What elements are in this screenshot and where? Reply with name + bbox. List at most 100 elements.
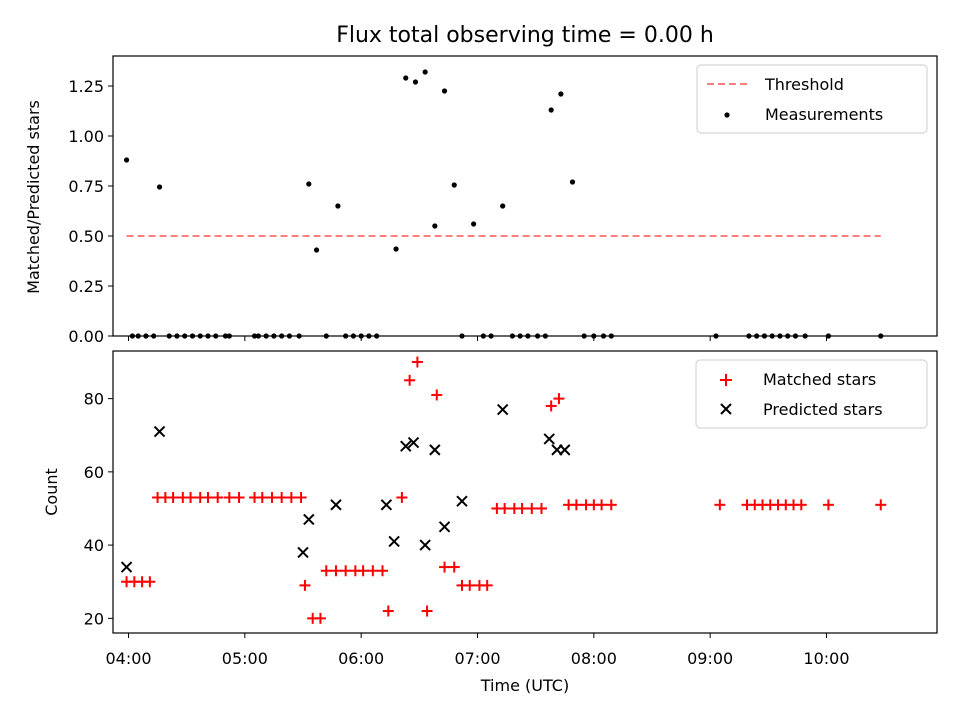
predicted-star-point: [496, 403, 509, 416]
top-y-tick-label: 0.75: [68, 177, 104, 196]
matched-star-point: [144, 576, 156, 588]
legend-threshold-label: Threshold: [764, 75, 844, 94]
matched-star-point: [367, 565, 379, 577]
legend-matched-label: Matched stars: [763, 370, 876, 389]
matched-star-point: [714, 499, 726, 511]
bottom-legend: Matched stars Predicted stars: [695, 359, 928, 429]
matched-star-point: [285, 491, 297, 503]
x-tick-label: 10:00: [803, 649, 849, 668]
matched-star-point: [421, 605, 433, 617]
matched-star-point: [499, 502, 511, 514]
bottom-plot-area: [120, 356, 887, 624]
measurement-point: [558, 91, 564, 97]
measurement-point: [156, 184, 163, 190]
x-tick-label: 05:00: [222, 649, 268, 668]
matched-star-point: [795, 499, 807, 511]
predicted-star-point: [407, 436, 420, 449]
matched-star-point: [357, 565, 369, 577]
predicted-star-point: [303, 513, 315, 526]
measurement-point: [432, 223, 438, 229]
matched-star-point: [875, 499, 887, 511]
measurement-point: [393, 246, 399, 252]
predicted-star-point: [456, 495, 468, 507]
predicted-star-point: [388, 535, 400, 548]
top-plot-area: [123, 69, 884, 339]
matched-star-point: [605, 499, 617, 511]
bottom-axes-frame: [112, 350, 938, 634]
matched-star-point: [295, 491, 307, 503]
matched-star-point: [299, 579, 311, 591]
bottom-x-axis: 04:00 05:00 06:00 07:00 08:00 09:00 10:00: [105, 633, 850, 668]
top-legend-frame: [696, 64, 928, 134]
measurement-point: [123, 157, 130, 163]
measurement-point: [403, 75, 409, 81]
measurement-point: [412, 79, 419, 85]
measurement-point: [548, 107, 554, 113]
measurement-point: [569, 179, 576, 185]
legend-measurements-swatch: [724, 112, 730, 118]
matched-star-point: [411, 356, 423, 368]
matched-star-point: [202, 491, 214, 503]
matched-star-point: [545, 400, 557, 412]
matched-star-point: [256, 491, 268, 503]
predicted-star-point: [380, 499, 393, 511]
matched-star-point: [376, 565, 388, 577]
predicted-star-point: [153, 425, 166, 438]
top-legend: Threshold Measurements: [696, 64, 928, 134]
top-axes-frame: [112, 55, 938, 337]
matched-star-point: [314, 612, 326, 624]
x-tick-label: 08:00: [571, 649, 617, 668]
bottom-y-axis: 20 40 60 80: [84, 390, 113, 628]
predicted-star-point: [400, 440, 412, 452]
measurement-point: [313, 247, 320, 253]
x-tick-label: 07:00: [454, 649, 500, 668]
legend-predicted-swatch: [720, 403, 732, 415]
matched-star-point: [481, 579, 493, 591]
predicted-star-point: [438, 521, 451, 533]
x-tick-label: 04:00: [105, 649, 151, 668]
measurement-point: [335, 203, 341, 209]
measurement-point: [451, 182, 457, 188]
matched-star-point: [535, 502, 547, 514]
matched-star-point: [340, 565, 352, 577]
top-y-tick-label: 1.00: [68, 127, 104, 146]
matched-star-point: [526, 502, 538, 514]
bottom-y-tick-label: 40: [84, 536, 104, 555]
measurement-point: [441, 88, 448, 94]
matched-star-point: [233, 491, 245, 503]
top-y-tick-label: 0.25: [68, 277, 104, 296]
matched-star-point: [330, 565, 342, 577]
legend-matched-swatch: [720, 374, 732, 386]
matched-star-point: [320, 565, 332, 577]
measurement-point: [471, 221, 477, 227]
matched-star-point: [185, 491, 197, 503]
bottom-y-axis-label: Count: [42, 468, 61, 516]
predicted-star-point: [120, 561, 133, 573]
matched-star-point: [404, 374, 416, 386]
top-y-axis: 0.00 0.25 0.50 0.75 1.00 1.25: [68, 77, 113, 346]
matched-star-point: [266, 491, 278, 503]
matched-star-point: [596, 499, 608, 511]
matched-star-point: [439, 561, 451, 573]
measurement-point: [422, 69, 428, 75]
matched-star-point: [516, 502, 528, 514]
legend-predicted-label: Predicted stars: [763, 400, 883, 419]
measurement-point: [500, 203, 506, 209]
matched-star-point: [167, 491, 179, 503]
bottom-y-tick-label: 20: [84, 609, 104, 628]
chart-title: Flux total observing time = 0.00 h: [336, 23, 714, 48]
top-y-axis-label: Matched/Predicted stars: [24, 100, 43, 294]
matched-star-point: [382, 605, 394, 617]
matched-star-point: [448, 561, 460, 573]
matched-star-point: [276, 491, 288, 503]
matched-star-point: [570, 499, 582, 511]
top-x-axis-ticks: [128, 336, 827, 341]
x-axis-label: Time (UTC): [480, 676, 569, 695]
bottom-y-tick-label: 60: [84, 463, 104, 482]
matched-star-point: [553, 393, 565, 405]
x-tick-label: 06:00: [338, 649, 384, 668]
measurement-point: [306, 181, 312, 187]
bottom-y-tick-label: 80: [84, 390, 104, 409]
top-y-tick-label: 0.50: [68, 227, 104, 246]
matched-star-point: [431, 389, 443, 401]
